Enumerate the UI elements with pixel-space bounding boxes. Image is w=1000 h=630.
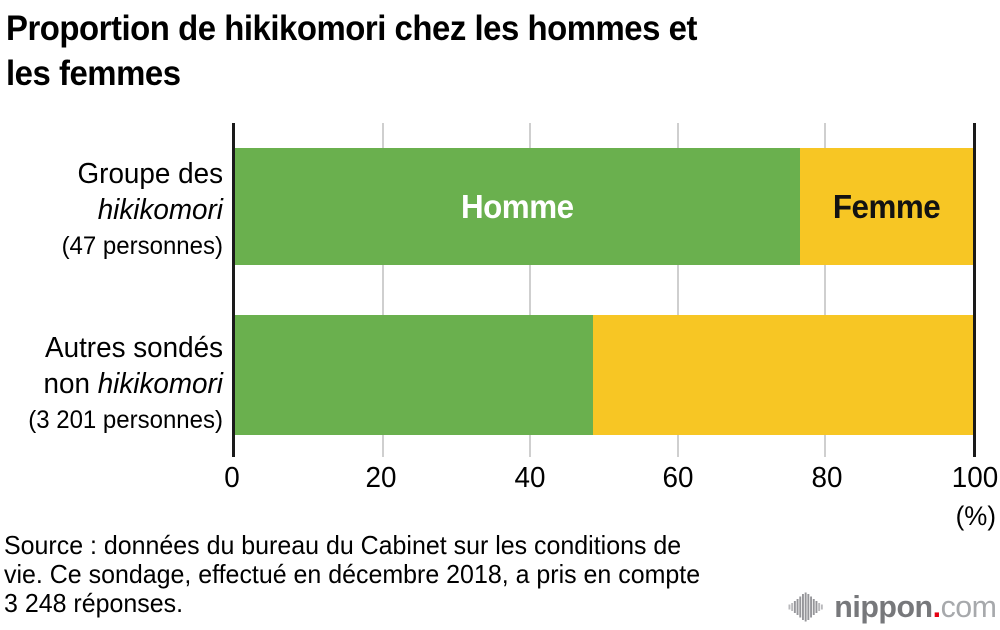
x-tick-40: 40 <box>514 462 546 494</box>
logo-nippon-text: nippon <box>833 589 933 624</box>
soundwave-icon <box>788 592 823 622</box>
x-tick-20: 20 <box>365 462 397 494</box>
category-label-line: Groupe des <box>77 158 223 190</box>
gridline-20 <box>381 123 384 457</box>
category-label-count: (47 personnes) <box>61 232 224 260</box>
plot-area: Homme Femme <box>232 123 976 457</box>
chart-title: Proportion de hikikomori chez les hommes… <box>6 6 697 96</box>
gridline-40 <box>529 123 532 457</box>
bar-segment-homme: Homme <box>235 148 801 265</box>
chart-title-line2: les femmes <box>6 54 181 93</box>
x-tick-0: 0 <box>224 462 240 494</box>
x-tick-60: 60 <box>662 462 694 494</box>
nippon-com-logo: nippon.com <box>788 589 997 625</box>
source-line: vie. Ce sondage, effectué en décembre 20… <box>4 559 701 589</box>
bar-segment-femme: Femme <box>800 148 973 265</box>
gridline-80 <box>824 123 827 457</box>
x-tick-100: 100 <box>951 462 999 494</box>
category-label-line: Autres sondés <box>45 332 224 364</box>
bar-hikikomori-group: Homme Femme <box>235 148 973 265</box>
category-label-line: hikikomori <box>97 194 223 226</box>
category-label-non-hikikomori: Autres sondés non hikikomori (3 201 pers… <box>9 330 223 438</box>
segment-label-femme: Femme <box>832 187 941 225</box>
source-line: 3 248 réponses. <box>4 588 184 618</box>
source-line: Source : données du bureau du Cabinet su… <box>4 530 682 560</box>
logo-dot: . <box>932 589 941 624</box>
chart-title-line1: Proportion de hikikomori chez les hommes… <box>6 9 697 48</box>
bar-segment-homme <box>235 315 593 435</box>
category-label-line: non hikikomori <box>43 368 223 400</box>
x-tick-80: 80 <box>811 462 843 494</box>
x-axis-unit-label: (%) <box>955 501 996 531</box>
category-label-hikikomori: Groupe des hikikomori (47 personnes) <box>9 156 223 264</box>
segment-label-homme: Homme <box>461 187 574 225</box>
gridline-60 <box>676 123 679 457</box>
nippon-com-wordmark: nippon.com <box>833 589 997 625</box>
bar-segment-femme <box>592 315 973 435</box>
logo-com-text: com <box>940 589 996 624</box>
source-note: Source : données du bureau du Cabinet su… <box>4 531 700 618</box>
category-label-count: (3 201 personnes) <box>28 406 224 434</box>
bar-non-hikikomori-group <box>235 315 973 435</box>
